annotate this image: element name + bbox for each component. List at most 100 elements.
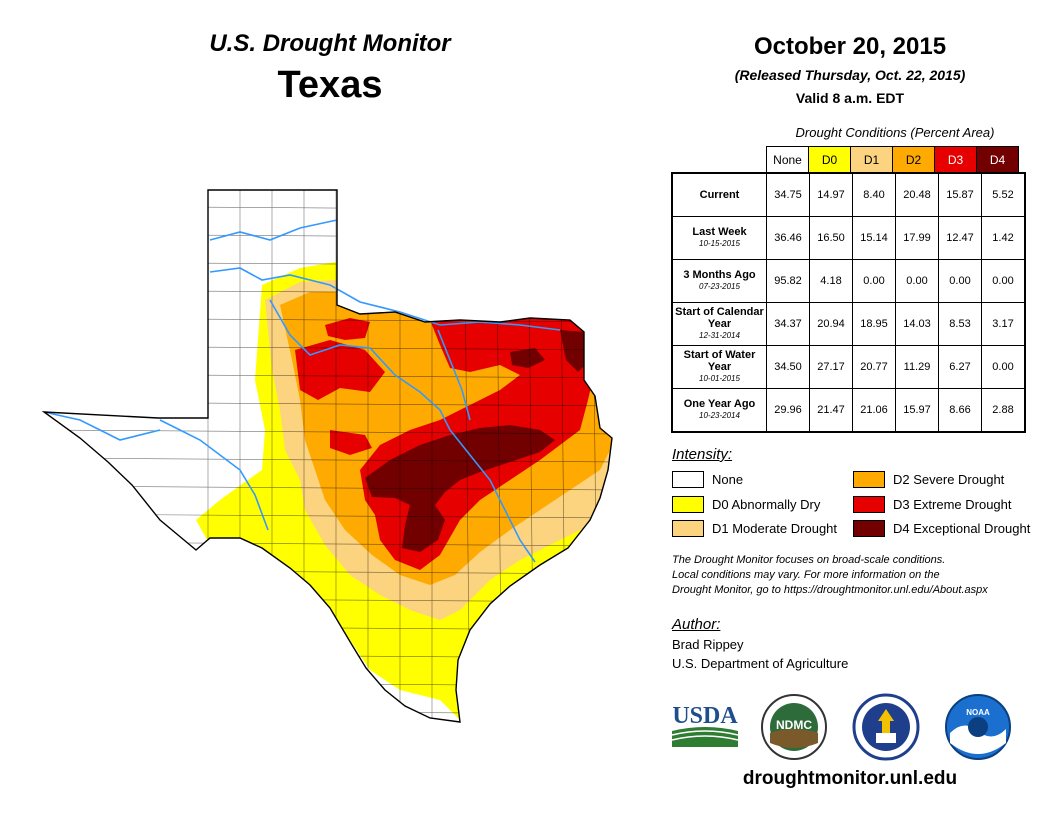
- header-d4: D4: [976, 146, 1019, 173]
- d4-area-east: [510, 348, 545, 368]
- ndmc-logo: NDMC: [761, 694, 827, 760]
- stats-row: Start of Calendar Year 12-31-2014 34.37 20.…: [671, 302, 1026, 346]
- stats-row: Last Week 10-15-2015 36.46 16.50 15.14 17.99 1…: [671, 216, 1026, 260]
- stat-value: 27.17: [809, 345, 853, 389]
- stat-value: 0.00: [981, 345, 1026, 389]
- ndmc-logo-text: NDMC: [776, 718, 812, 732]
- row-label-text: Start of Water Year: [683, 349, 756, 373]
- doc-seal-logo: [852, 693, 920, 761]
- row-label-text: Last Week: [692, 226, 747, 238]
- texas-drought-map: [43, 189, 613, 723]
- header-d3: D3: [934, 146, 977, 173]
- stat-value: 1.42: [981, 216, 1026, 260]
- d4-area: [365, 425, 555, 552]
- stat-value: 5.52: [981, 172, 1026, 217]
- stat-value: 15.87: [938, 172, 982, 217]
- legend-label: D0 Abnormally Dry: [712, 497, 821, 512]
- legend-label: D3 Extreme Drought: [893, 497, 1012, 512]
- intensity-title: Intensity:: [672, 446, 733, 463]
- stat-value: 4.18: [809, 259, 853, 303]
- stat-value: 6.27: [938, 345, 982, 389]
- row-label: Last Week 10-15-2015: [671, 216, 767, 260]
- author-org: U.S. Department of Agriculture: [672, 656, 849, 671]
- category-header-row: None D0 D1 D2 D3 D4: [766, 146, 1019, 173]
- header-d2: D2: [892, 146, 935, 173]
- row-label: 3 Months Ago 07-23-2015: [671, 259, 767, 303]
- legend-swatch: [672, 471, 704, 488]
- stat-value: 34.75: [766, 172, 810, 217]
- row-label-text: 3 Months Ago: [683, 269, 756, 281]
- row-label-text: Start of Calendar Year: [675, 306, 764, 330]
- legend-item-d0: D0 Abnormally Dry: [672, 496, 820, 513]
- legend-label: None: [712, 472, 744, 487]
- stat-value: 3.17: [981, 302, 1026, 346]
- legend-item-d3: D3 Extreme Drought: [853, 496, 1012, 513]
- usda-logo-text: USDA: [672, 703, 738, 729]
- stat-value: 20.77: [852, 345, 896, 389]
- stats-row: 3 Months Ago 07-23-2015 95.82 4.18 0.00 0.00 0…: [671, 259, 1026, 303]
- valid-time: Valid 8 a.m. EDT: [795, 90, 905, 106]
- legend-item-d2: D2 Severe Drought: [853, 471, 1004, 488]
- header-d0: D0: [808, 146, 851, 173]
- stat-value: 8.66: [938, 388, 982, 433]
- stats-row: Start of Water Year 10-01-2015 34.50 27.17 2…: [671, 345, 1026, 389]
- row-date: 10-15-2015: [699, 239, 740, 248]
- stat-value: 0.00: [895, 259, 939, 303]
- stat-value: 14.97: [809, 172, 853, 217]
- stat-value: 34.37: [766, 302, 810, 346]
- stat-value: 18.95: [852, 302, 896, 346]
- legend-swatch: [853, 520, 885, 537]
- note-line: The Drought Monitor focuses on broad-sca…: [672, 554, 946, 566]
- map-subtitle: U.S. Drought Monitor: [209, 30, 451, 57]
- row-label: One Year Ago 10-23-2014: [671, 388, 767, 433]
- row-label: Start of Calendar Year 12-31-2014: [671, 302, 767, 346]
- pecos-river: [159, 419, 269, 531]
- rivers: [43, 219, 561, 563]
- drought-areas: [196, 262, 612, 722]
- stat-value: 21.06: [852, 388, 896, 433]
- legend-label: D4 Exceptional Drought: [893, 521, 1031, 536]
- usda-logo: USDA: [671, 703, 738, 747]
- stat-value: 34.50: [766, 345, 810, 389]
- stats-row: One Year Ago 10-23-2014 29.96 21.47 21.06 15.…: [671, 388, 1026, 433]
- noaa-logo: NOAA: [945, 694, 1011, 760]
- stat-value: 14.03: [895, 302, 939, 346]
- d3-area-central: [330, 430, 372, 455]
- stat-value: 2.88: [981, 388, 1026, 433]
- stat-value: 21.47: [809, 388, 853, 433]
- map-date: October 20, 2015: [753, 33, 947, 60]
- stat-value: 15.97: [895, 388, 939, 433]
- legend-swatch: [853, 496, 885, 513]
- stat-value: 0.00: [938, 259, 982, 303]
- trinity-river: [437, 329, 471, 421]
- noaa-logo-text: NOAA: [966, 708, 990, 717]
- stat-value: 16.50: [809, 216, 853, 260]
- header-d1: D1: [850, 146, 893, 173]
- rio-grande-upper: [43, 411, 161, 441]
- row-label-text: One Year Ago: [683, 398, 756, 410]
- stat-value: 11.29: [895, 345, 939, 389]
- d3-area-west: [295, 340, 385, 400]
- d4-area-northeast: [560, 330, 590, 372]
- red-river: [209, 267, 561, 331]
- row-date: 10-01-2015: [699, 374, 740, 383]
- note-line: Local conditions may vary. For more info…: [672, 569, 940, 581]
- canadian-river: [209, 219, 338, 241]
- legend-item-d4: D4 Exceptional Drought: [853, 520, 1030, 537]
- stat-value: 29.96: [766, 388, 810, 433]
- stat-value: 15.14: [852, 216, 896, 260]
- legend-swatch: [672, 520, 704, 537]
- disclaimer-note: The Drought Monitor focuses on broad-sca…: [672, 553, 1042, 598]
- website-url[interactable]: droughtmonitor.unl.edu: [742, 768, 958, 789]
- author-title: Author:: [672, 616, 721, 633]
- stat-value: 0.00: [981, 259, 1026, 303]
- row-label: Start of Water Year 10-01-2015: [671, 345, 767, 389]
- stat-value: 0.00: [852, 259, 896, 303]
- release-date: (Released Thursday, Oct. 22, 2015): [734, 67, 966, 83]
- state-title: Texas: [277, 64, 383, 106]
- legend-swatch: [853, 471, 885, 488]
- legend-label: D1 Moderate Drought: [712, 521, 838, 536]
- row-date: 10-23-2014: [699, 411, 740, 420]
- row-date: 07-23-2015: [699, 282, 740, 291]
- stat-value: 8.53: [938, 302, 982, 346]
